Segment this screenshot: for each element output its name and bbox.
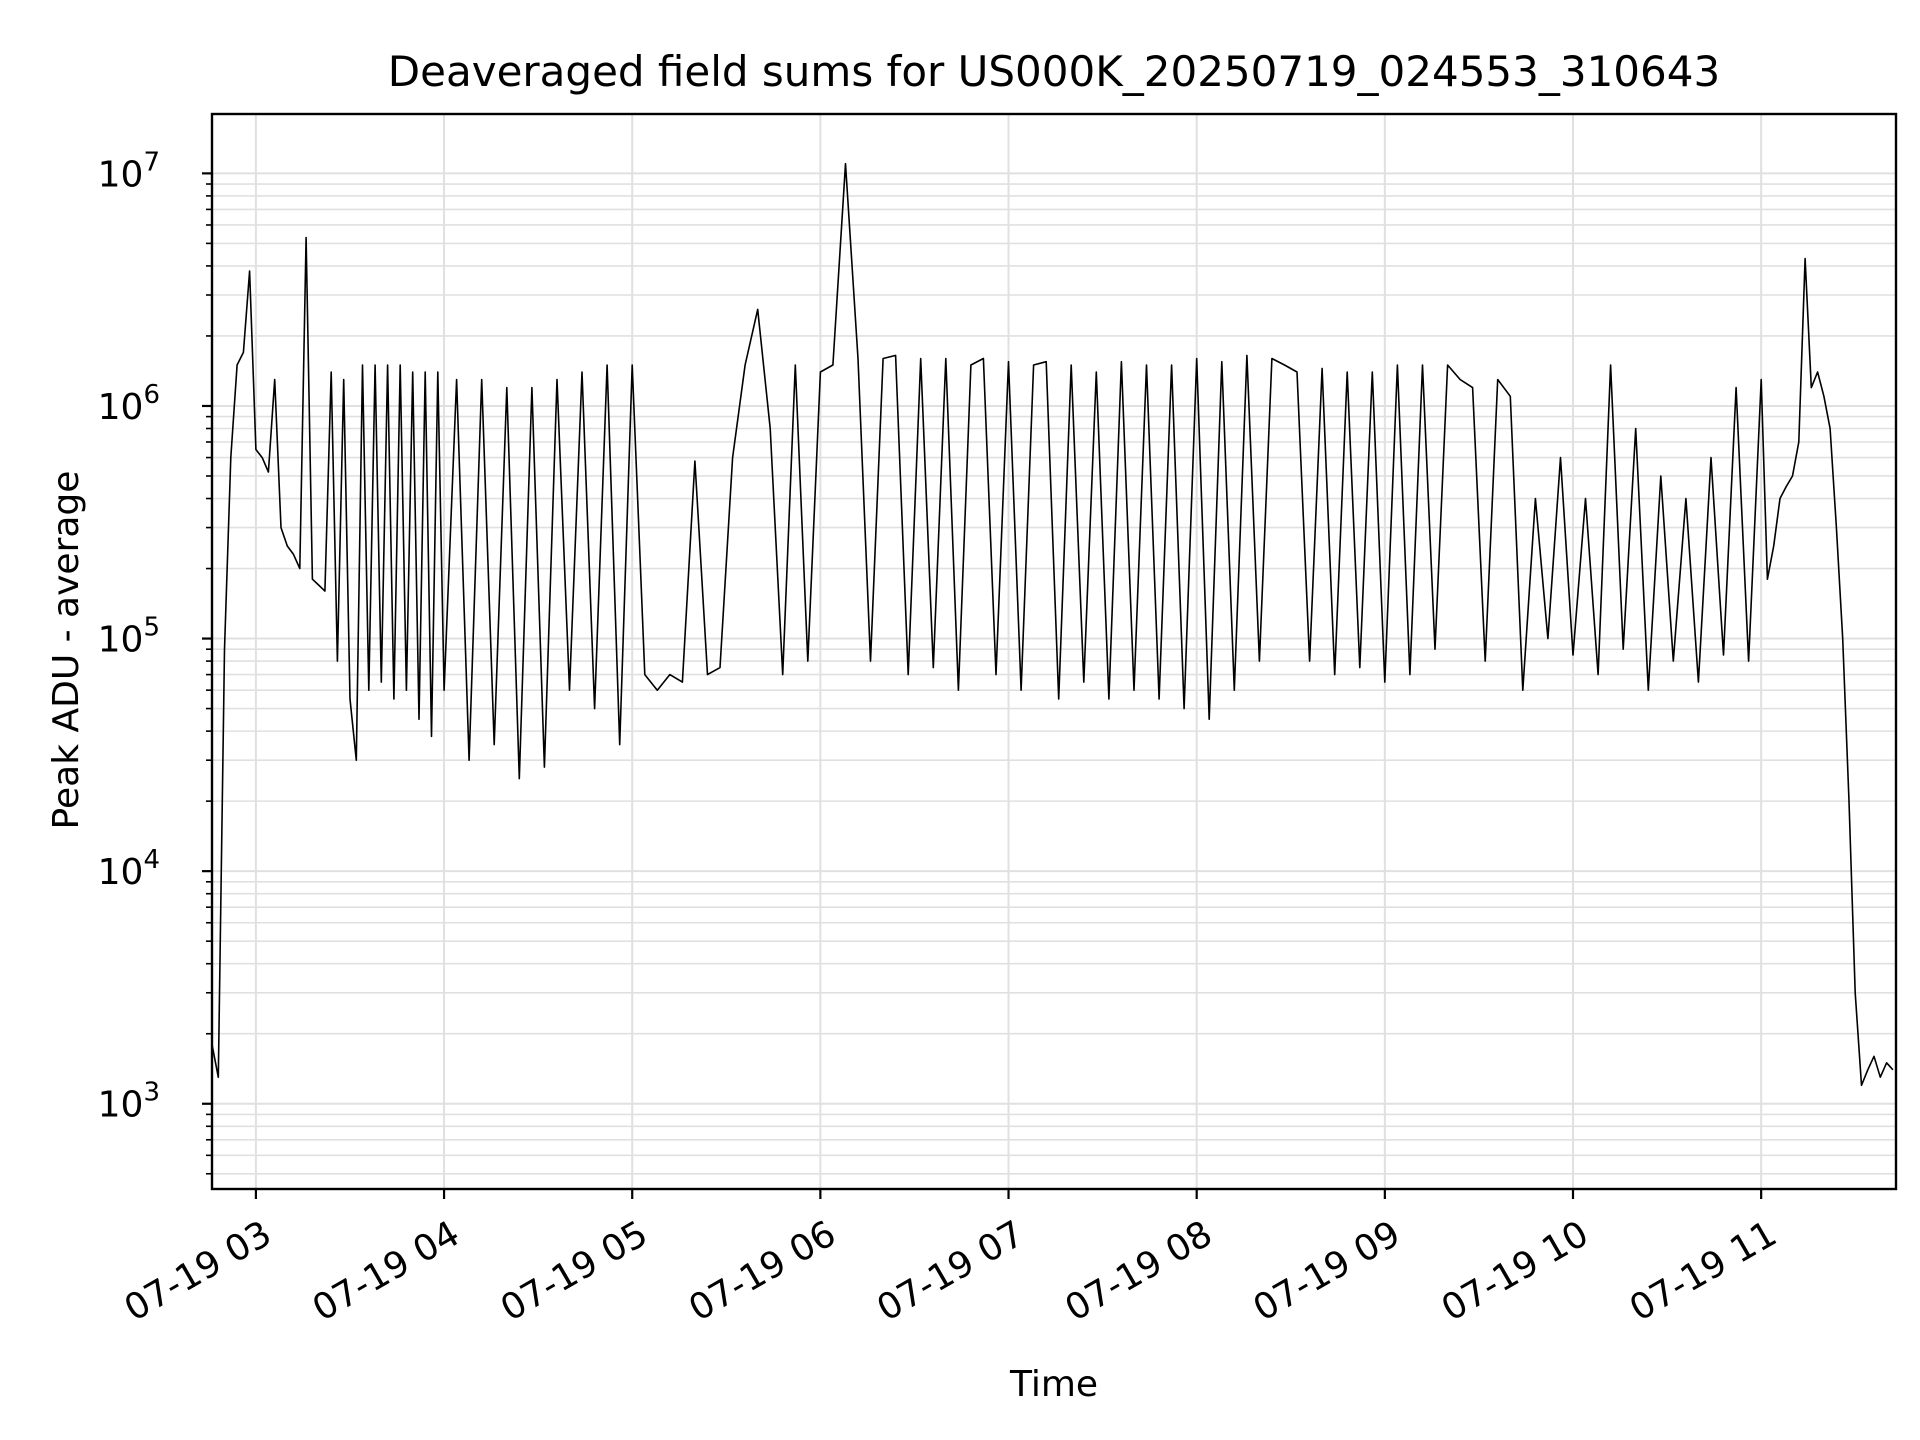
y-tick-label: 103 (98, 1078, 160, 1126)
y-tick-label: 106 (98, 380, 160, 428)
x-axis-label: Time (1009, 1364, 1098, 1405)
data-line-group (211, 162, 1894, 1087)
plot-frame (210, 112, 1898, 1191)
y-axis-label: Peak ADU - average (46, 471, 87, 830)
y-tick-label: 104 (98, 845, 160, 893)
series-line (211, 162, 1894, 1087)
chart-title: Deaveraged field sums for US000K_2025071… (388, 47, 1720, 96)
y-tick-label: 107 (98, 147, 160, 195)
y-tick-label: 105 (98, 613, 160, 661)
